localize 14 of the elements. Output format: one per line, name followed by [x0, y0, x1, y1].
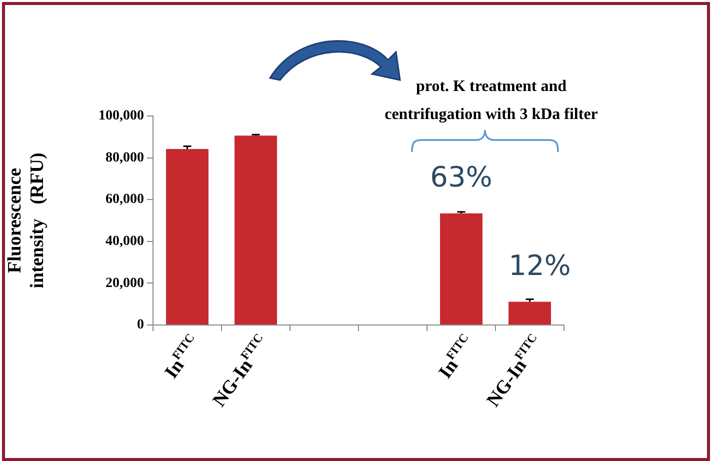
annotation: 63%	[430, 160, 492, 194]
y-tick-label: 60,000	[106, 192, 144, 208]
bar	[440, 213, 482, 324]
y-tick-label: 80,000	[106, 150, 144, 166]
bar	[508, 302, 551, 324]
y-tick-label: 20,000	[106, 276, 144, 291]
y-axis-title: Fluorescence intensity (RFU)	[4, 152, 48, 288]
bar	[166, 149, 208, 324]
annotation: 12%	[508, 249, 571, 282]
y-tick-label: 100,000	[98, 108, 144, 124]
bar	[234, 136, 277, 324]
y-tick-label: 40,000	[106, 234, 144, 250]
annotation: prot. K treatment and centrifugation with 3 kDa filter	[384, 78, 598, 123]
y-tick-label: 0	[137, 318, 144, 333]
